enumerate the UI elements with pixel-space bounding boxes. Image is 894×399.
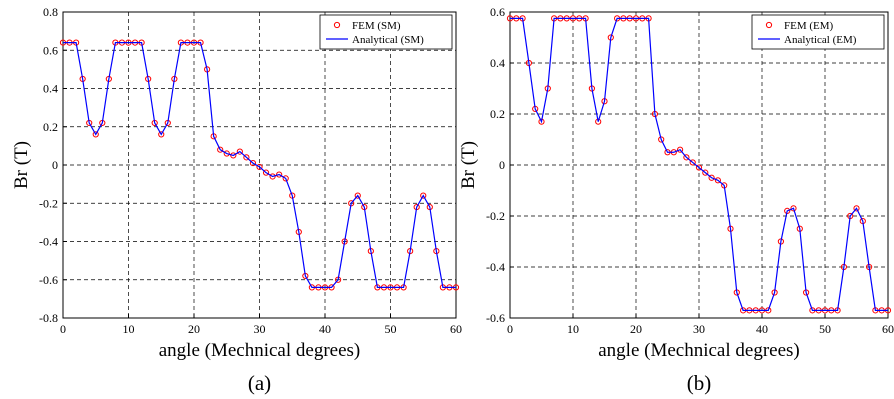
legend-label: FEM (EM)	[784, 20, 834, 32]
x-axis-label: angle (Mechnical degrees)	[598, 340, 800, 361]
x-tick-label: 20	[630, 322, 642, 336]
data-marker	[677, 146, 684, 153]
data-marker	[262, 169, 270, 176]
y-tick-label: 0.8	[43, 5, 58, 19]
data-line	[510, 17, 888, 311]
caption: (b)	[687, 371, 712, 395]
x-tick-label: 10	[123, 322, 135, 336]
x-tick-label: 40	[319, 322, 331, 336]
y-axis-label: Br (T)	[11, 141, 32, 189]
y-tick-label: -0.2	[486, 209, 505, 223]
legend-marker	[765, 21, 773, 29]
y-tick-label: -0.6	[39, 273, 58, 287]
caption: (a)	[248, 371, 271, 395]
x-tick-label: 50	[385, 322, 397, 336]
y-axis-label: Br (T)	[458, 141, 479, 189]
data-marker	[276, 171, 283, 178]
data-marker	[243, 154, 250, 161]
data-marker	[269, 173, 276, 180]
data-marker	[702, 169, 709, 176]
data-marker	[256, 163, 263, 171]
x-tick-label: 10	[567, 322, 579, 336]
data-marker	[217, 146, 224, 153]
x-tick-label: 30	[254, 322, 266, 336]
data-marker	[708, 174, 715, 181]
y-tick-label: 0.6	[490, 5, 505, 19]
data-marker	[158, 131, 165, 138]
x-tick-label: 40	[756, 322, 768, 336]
data-marker	[230, 152, 237, 159]
y-tick-label: 0.4	[490, 56, 505, 70]
legend-box	[751, 14, 885, 50]
data-marker	[714, 177, 722, 184]
y-tick-label: -0.2	[39, 196, 58, 210]
x-tick-label: 0	[507, 322, 513, 336]
x-tick-label: 60	[450, 322, 462, 336]
y-tick-label: 0	[52, 158, 58, 172]
y-tick-label: -0.6	[486, 311, 505, 325]
data-marker	[249, 159, 257, 167]
y-tick-label: -0.4	[486, 260, 505, 274]
x-axis-label: angle (Mechnical degrees)	[159, 340, 361, 361]
data-line	[63, 42, 456, 288]
axes-frame	[509, 11, 889, 319]
data-marker	[282, 175, 289, 182]
x-tick-label: 60	[882, 322, 894, 336]
legend-marker	[333, 21, 341, 29]
data-marker	[790, 205, 797, 212]
axes-frame	[62, 11, 457, 319]
data-marker	[689, 159, 696, 166]
legend-box	[319, 14, 453, 50]
x-tick-label: 0	[60, 322, 66, 336]
y-tick-label: -0.4	[39, 235, 58, 249]
y-tick-label: -0.8	[39, 311, 58, 325]
x-tick-label: 20	[188, 322, 200, 336]
data-marker	[223, 150, 230, 157]
legend-label: Analytical (EM)	[784, 34, 857, 46]
legend-label: Analytical (SM)	[352, 34, 424, 46]
y-tick-label: 0.2	[43, 120, 58, 134]
data-marker	[853, 205, 860, 212]
y-tick-label: 0.4	[43, 82, 58, 96]
data-marker	[695, 164, 703, 171]
legend-label: FEM (SM)	[352, 20, 401, 32]
data-marker	[683, 154, 690, 161]
y-tick-label: 0.6	[43, 43, 58, 57]
data-marker	[658, 136, 665, 143]
data-marker	[236, 148, 243, 155]
data-marker	[92, 131, 99, 138]
data-marker	[354, 192, 361, 199]
x-tick-label: 30	[693, 322, 705, 336]
x-tick-label: 50	[819, 322, 831, 336]
y-tick-label: 0	[499, 158, 505, 172]
data-marker	[420, 192, 427, 199]
y-tick-label: 0.2	[490, 107, 505, 121]
